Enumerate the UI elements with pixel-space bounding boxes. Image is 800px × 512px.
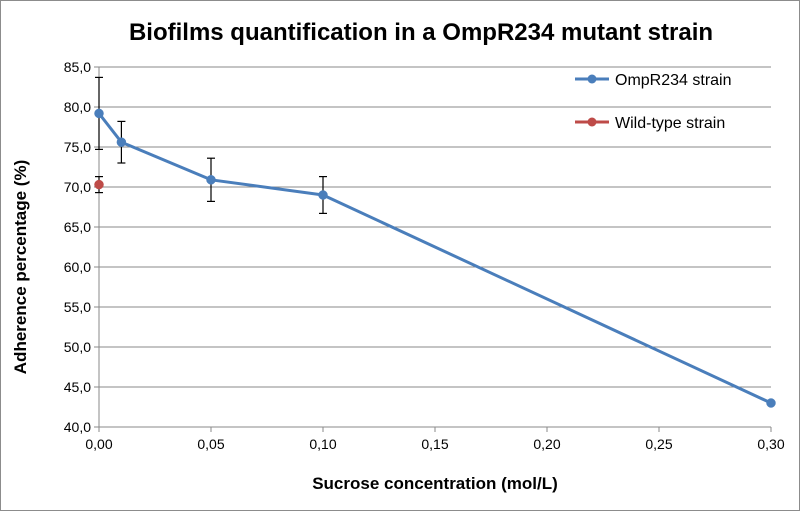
x-tick-label: 0,05 <box>197 436 224 452</box>
x-tick-label: 0,30 <box>757 436 784 452</box>
legend-item: OmpR234 strain <box>575 72 732 89</box>
y-tick-label: 75,0 <box>64 139 91 155</box>
y-tick-label: 85,0 <box>64 59 91 75</box>
data-point <box>116 137 127 147</box>
axes: 40,0 45,0 50,0 55,0 60,0 65,0 70,0 75,0 80,0 85,0… <box>64 59 785 452</box>
y-tick-label: 70,0 <box>64 179 91 195</box>
x-tick-label: 0,20 <box>533 436 560 452</box>
legend-label: Wild-type strain <box>615 115 725 132</box>
x-tick-label: 0,10 <box>309 436 336 452</box>
y-tick-label: 55,0 <box>64 299 91 315</box>
y-axis-title: Adherence percentage (%) <box>11 160 30 374</box>
series-2 <box>94 176 104 194</box>
y-tick-label: 50,0 <box>64 339 91 355</box>
data-point <box>94 108 104 119</box>
data-point <box>318 190 328 200</box>
data-point <box>206 175 216 185</box>
y-tick-label: 65,0 <box>64 219 91 235</box>
series-1 <box>94 76 776 408</box>
legend-item: Wild-type strain <box>575 115 725 132</box>
legend-swatch-marker <box>587 117 597 127</box>
data-point <box>94 179 104 190</box>
x-tick-label: 0,15 <box>421 436 448 452</box>
y-tick-label: 60,0 <box>64 259 91 275</box>
x-axis-title: Sucrose concentration (mol/L) <box>312 474 558 493</box>
x-tick-label: 0,00 <box>85 436 112 452</box>
series-line <box>97 112 772 405</box>
legend: OmpR234 strain Wild-type strain <box>575 72 732 132</box>
legend-swatch-marker <box>587 74 597 84</box>
legend-label: OmpR234 strain <box>615 72 732 89</box>
chart-title: Biofilms quantification in a OmpR234 mut… <box>129 19 713 46</box>
x-tick-label: 0,25 <box>645 436 672 452</box>
plot-area <box>94 76 776 408</box>
y-tick-label: 45,0 <box>64 379 91 395</box>
y-tick-label: 80,0 <box>64 99 91 115</box>
data-point <box>766 398 776 408</box>
y-tick-label: 40,0 <box>64 419 91 435</box>
